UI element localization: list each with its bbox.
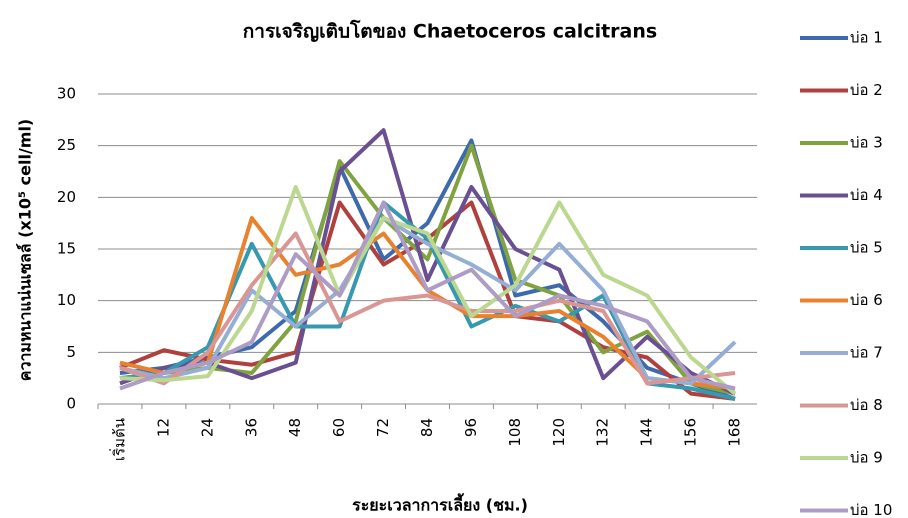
chart-title: การเจริญเติบโตของ Chaetoceros calcitrans [243,20,657,43]
series-line [119,231,736,386]
y-axis-title: ความหนาแน่นเซลล์ (x10⁵ cell/ml) [16,119,35,381]
x-tick-label: 12 [154,418,172,437]
x-tick-label: เริ่มต้น [108,418,128,461]
legend-label: บ่อ 2 [850,81,883,99]
x-tick-label: 168 [726,418,744,447]
x-axis-title: ระยะเวลาการเลี้ยง (ชม.) [352,493,528,515]
series-line [119,216,737,386]
x-tick-label: 108 [506,418,524,447]
x-tick-label: 72 [374,418,392,437]
y-tick-label: 15 [57,240,76,258]
legend-label: บ่อ 4 [850,186,883,204]
legend-label: บ่อ 1 [850,29,883,47]
y-tick-label: 20 [57,188,76,206]
legend-label: บ่อ 7 [850,344,883,362]
x-tick-label: 36 [242,418,260,437]
y-tick-label: 25 [57,136,76,154]
x-tick-label: 132 [594,418,612,447]
x-tick-label: 24 [198,418,216,437]
legend-label: บ่อ 10 [850,501,892,518]
legend-label: บ่อ 5 [850,239,883,257]
x-tick-label: 156 [682,418,700,447]
y-tick-label: 30 [57,85,76,103]
series-line [119,200,736,391]
y-tick-label: 0 [66,395,76,413]
legend-label: บ่อ 8 [850,396,883,414]
x-tick-label: 96 [462,418,480,437]
legend-label: บ่อ 6 [850,291,883,309]
x-tick-label: 60 [330,418,348,437]
x-tick-label: 84 [418,418,436,437]
legend-label: บ่อ 3 [850,134,883,152]
x-tick-label: 120 [550,418,568,447]
y-tick-label: 5 [66,343,76,361]
x-tick-label: 48 [286,418,304,437]
y-tick-label: 10 [57,291,76,309]
x-tick-label: 144 [638,418,656,447]
legend-label: บ่อ 9 [850,449,883,467]
